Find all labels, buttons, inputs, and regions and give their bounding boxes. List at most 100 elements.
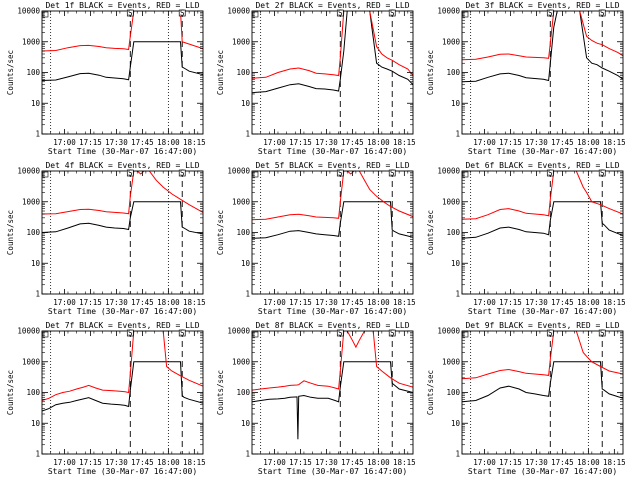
attenuator-marker-label: S [128,9,133,18]
attenuator-marker-label: S [338,9,343,18]
plot-frame [41,170,204,295]
y-axis-label: Counts/sec [216,50,225,95]
y-tick-label: 10000 [227,167,250,176]
lld-series-line [462,11,623,61]
plot-frame [251,170,414,295]
y-axis-label: Counts/sec [6,210,15,255]
x-tick-label: 17:45 [551,298,574,307]
y-tick-label: 10000 [227,7,250,16]
attenuator-marker-label: S [390,329,395,338]
y-tick-label: 100 [446,388,460,397]
corner-marker-box [42,11,49,18]
x-tick-label: 17:30 [105,298,128,307]
detector-panel-8: Det 8f BLACK = Events, RED = LLD 1 10 100 10… [216,321,416,476]
x-tick-label: 17:30 [315,458,338,467]
plot-frame [41,330,204,455]
panel-title: Det 9f BLACK = Events, RED = LLD [465,321,619,330]
y-tick-label: 1000 [232,357,251,366]
y-tick-label: 1000 [22,357,41,366]
x-tick-label: 17:00 [53,458,76,467]
x-tick-label: 18:15 [393,458,416,467]
x-tick-label: 18:15 [183,138,206,147]
x-tick-label: 18:15 [603,138,626,147]
events-series-line [462,201,623,239]
x-tick-label: 17:00 [263,458,286,467]
x-tick-label: 17:15 [289,298,312,307]
lld-series-line [42,331,203,401]
x-tick-label: 17:30 [315,138,338,147]
corner-marker-box [462,11,469,18]
attenuator-marker-label: S [128,329,133,338]
attenuator-marker-label: S [338,169,343,178]
x-axis-label: Start Time (30-Mar-07 16:47:00) [48,147,197,156]
x-axis-label: Start Time (30-Mar-07 16:47:00) [258,467,407,476]
attenuator-marker-box [126,329,134,337]
panel-data [462,171,623,239]
x-tick-label: 18:00 [157,138,180,147]
x-axis-label: Start Time (30-Mar-07 16:47:00) [48,307,197,316]
events-series-line [252,361,413,440]
y-tick-label: 1000 [442,357,461,366]
attenuator-marker-box [546,169,554,177]
panel-data [252,11,413,94]
plot-frame [461,330,624,455]
panel-title: Det 6f BLACK = Events, RED = LLD [465,161,619,170]
x-tick-label: 18:00 [577,458,600,467]
x-tick-label: 17:45 [551,458,574,467]
panel-data [42,11,203,81]
x-tick-label: 18:15 [603,298,626,307]
detector-panel-9: Det 9f BLACK = Events, RED = LLD 1 10 100 10… [426,321,626,476]
x-tick-label: 17:15 [499,458,522,467]
attenuator-marker-box [546,9,554,17]
panel-data [252,171,413,239]
panel-title: Det 7f BLACK = Events, RED = LLD [45,321,199,330]
attenuator-marker-box [178,169,186,177]
detector-panel-6: Det 6f BLACK = Events, RED = LLD 1 10 100 10… [426,161,626,316]
x-tick-label: 17:15 [289,458,312,467]
panel-title: Det 2f BLACK = Events, RED = LLD [255,1,409,10]
attenuator-marker-box [336,9,344,17]
detector-panel-7: Det 7f BLACK = Events, RED = LLD 1 10 100 10… [6,321,206,476]
attenuator-marker-label: S [548,329,553,338]
y-tick-label: 1 [455,450,460,459]
x-tick-label: 17:30 [315,298,338,307]
lld-series-line [252,331,413,391]
panel-data [462,331,623,403]
events-series-line [42,361,203,412]
attenuator-marker-box [336,169,344,177]
detector-panel-1: Det 1f BLACK = Events, RED = LLD 1 10 100 10… [6,1,206,156]
y-tick-label: 10 [31,259,41,268]
panel-title: Det 5f BLACK = Events, RED = LLD [255,161,409,170]
y-axis-label: Counts/sec [216,210,225,255]
attenuator-marker-label: S [548,169,553,178]
y-tick-label: 1 [35,290,40,299]
panel-title: Det 1f BLACK = Events, RED = LLD [45,1,199,10]
x-tick-label: 17:30 [105,138,128,147]
x-tick-label: 17:45 [341,298,364,307]
plot-frame [41,10,204,135]
x-tick-label: 17:00 [263,298,286,307]
plot-frame [251,10,414,135]
attenuator-marker-box [598,329,606,337]
x-tick-label: 18:00 [577,138,600,147]
x-tick-label: 17:00 [263,138,286,147]
attenuator-marker-label: S [180,329,185,338]
corner-marker-box [462,331,469,338]
x-tick-label: 17:00 [473,298,496,307]
events-series-line [42,201,203,235]
attenuator-marker-box [126,169,134,177]
events-series-line [252,201,413,239]
events-series-line [462,361,623,403]
detector-panel-3: Det 3f BLACK = Events, RED = LLD 1 10 100 10… [426,1,626,156]
y-tick-label: 10 [451,259,461,268]
attenuator-marker-label: S [600,9,605,18]
attenuator-marker-box [388,9,396,17]
events-series-line [462,11,623,83]
corner-marker-box [252,11,259,18]
x-tick-label: 17:15 [79,458,102,467]
lld-series-line [252,11,413,79]
y-tick-label: 100 [26,388,40,397]
y-tick-label: 10 [451,99,461,108]
y-tick-label: 1 [35,130,40,139]
x-axis-label: Start Time (30-Mar-07 16:47:00) [468,467,617,476]
